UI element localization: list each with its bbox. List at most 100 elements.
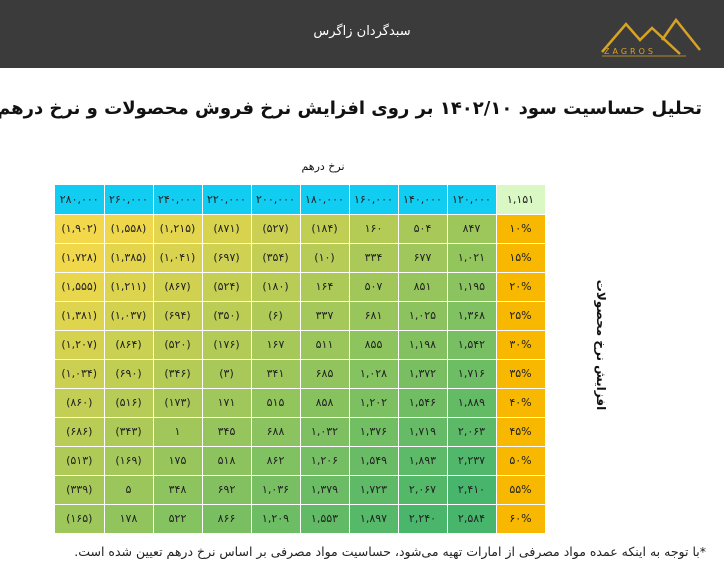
row-header: ۱۰% bbox=[496, 214, 546, 244]
value-cell: ۱,۸۹۷ bbox=[349, 504, 399, 534]
value-cell: (۱,۷۲۸) bbox=[55, 243, 105, 273]
value-cell: ۶۹۲ bbox=[202, 475, 252, 505]
value-cell: (۶) bbox=[251, 301, 301, 331]
value-cell: ۵۱۱ bbox=[300, 330, 350, 360]
value-cell: (۳۵۴) bbox=[251, 243, 301, 273]
value-cell: ۸۵۱ bbox=[398, 272, 448, 302]
row-header: ۵۰% bbox=[496, 446, 546, 476]
column-header: ۱۴۰,۰۰۰ bbox=[398, 185, 448, 215]
value-cell: (۳۵۰) bbox=[202, 301, 252, 331]
value-cell: ۲,۰۶۷ bbox=[398, 475, 448, 505]
value-cell: ۳۳۴ bbox=[349, 243, 399, 273]
value-cell: ۱,۰۲۵ bbox=[398, 301, 448, 331]
value-cell: (۱,۹۰۲) bbox=[55, 214, 105, 244]
value-cell: ۸۵۵ bbox=[349, 330, 399, 360]
row-header: ۳۰% bbox=[496, 330, 546, 360]
logo-wordmark: ZAGROS bbox=[604, 47, 656, 56]
value-cell: ۵۲۲ bbox=[153, 504, 203, 534]
column-header: ۲۲۰,۰۰۰ bbox=[202, 185, 252, 215]
value-cell: ۱۷۸ bbox=[104, 504, 154, 534]
value-cell: (۱,۵۵۸) bbox=[104, 214, 154, 244]
value-cell: (۱۸۰) bbox=[251, 272, 301, 302]
value-cell: ۳۴۱ bbox=[251, 359, 301, 389]
value-cell: (۱,۲۰۷) bbox=[55, 330, 105, 360]
value-cell: (۳۳۹) bbox=[55, 475, 105, 505]
value-cell: ۵۱۵ bbox=[251, 388, 301, 418]
value-cell: (۶۹۴) bbox=[153, 301, 203, 331]
value-cell: ۲,۴۱۰ bbox=[447, 475, 497, 505]
value-cell: ۳۳۷ bbox=[300, 301, 350, 331]
column-axis-label: نرخ درهم bbox=[301, 160, 345, 173]
value-cell: ۱,۵۴۲ bbox=[447, 330, 497, 360]
table-row: (۳۳۹) ۵ ۳۴۸ ۶۹۲ ۱,۰۳۶ ۱,۳۷۹ ۱,۷۲۳ ۲,۰۶۷ ۲,۴۱۰ ۵۵% bbox=[55, 475, 546, 505]
value-cell: ۶۷۷ bbox=[398, 243, 448, 273]
value-cell: ۱۶۷ bbox=[251, 330, 301, 360]
value-cell: ۱ bbox=[153, 417, 203, 447]
value-cell: ۳۴۵ bbox=[202, 417, 252, 447]
value-cell: ۶۸۱ bbox=[349, 301, 399, 331]
value-cell: ۵ bbox=[104, 475, 154, 505]
value-cell: ۱,۰۲۱ bbox=[447, 243, 497, 273]
value-cell: (۳) bbox=[202, 359, 252, 389]
row-header: ۵۵% bbox=[496, 475, 546, 505]
value-cell: ۲,۰۶۳ bbox=[447, 417, 497, 447]
value-cell: (۸۶۴) bbox=[104, 330, 154, 360]
value-cell: (۱,۰۳۷) bbox=[104, 301, 154, 331]
row-header: ۱۵% bbox=[496, 243, 546, 273]
value-cell: (۱,۲۱۱) bbox=[104, 272, 154, 302]
column-header: ۲۴۰,۰۰۰ bbox=[153, 185, 203, 215]
table-row: (۱,۰۳۴) (۶۹۰) (۳۴۶) (۳) ۳۴۱ ۶۸۵ ۱,۰۲۸ ۱,۳۷۲ ۱,۷۱… bbox=[55, 359, 546, 389]
column-header: ۱۶۰,۰۰۰ bbox=[349, 185, 399, 215]
row-axis-label: افزایش نرخ محصولات bbox=[594, 279, 608, 411]
table-row: (۸۶۰) (۵۱۶) (۱۷۳) ۱۷۱ ۵۱۵ ۸۵۸ ۱,۲۰۲ ۱,۵۴۶ ۱,۸۸۹ ۴… bbox=[55, 388, 546, 418]
value-cell: (۵۱۶) bbox=[104, 388, 154, 418]
value-cell: (۳۴۳) bbox=[104, 417, 154, 447]
base-value-cell: ۱,۱۵۱ bbox=[496, 185, 546, 215]
table-row: (۱,۹۰۲) (۱,۵۵۸) (۱,۲۱۵) (۸۷۱) (۵۲۷) (۱۸۴) ۱۶۰ ۵… bbox=[55, 214, 546, 244]
value-cell: (۱,۳۸۵) bbox=[104, 243, 154, 273]
value-cell: ۸۶۶ bbox=[202, 504, 252, 534]
table-row: (۱,۷۲۸) (۱,۳۸۵) (۱,۰۴۱) (۶۹۷) (۳۵۴) (۱۰) ۳۳۴ ۶۷… bbox=[55, 243, 546, 273]
value-cell: ۸۴۷ bbox=[447, 214, 497, 244]
table-row: (۱۶۵) ۱۷۸ ۵۲۲ ۸۶۶ ۱,۲۰۹ ۱,۵۵۳ ۱,۸۹۷ ۲,۲۴۰ ۲,۵۸۴ ۶… bbox=[55, 504, 546, 534]
value-cell: (۱,۳۸۱) bbox=[55, 301, 105, 331]
value-cell: ۱,۰۳۲ bbox=[300, 417, 350, 447]
row-axis-label-wrap: افزایش نرخ محصولات bbox=[586, 260, 616, 430]
column-header: ۲۶۰,۰۰۰ bbox=[104, 185, 154, 215]
header-row: ۲۸۰,۰۰۰ ۲۶۰,۰۰۰ ۲۴۰,۰۰۰ ۲۲۰,۰۰۰ ۲۰۰,۰۰۰ ۱۸۰,۰… bbox=[55, 185, 546, 215]
value-cell: (۸۷۱) bbox=[202, 214, 252, 244]
top-bar: سبدگردان زاگرس ZAGROS bbox=[0, 0, 724, 68]
value-cell: (۳۴۶) bbox=[153, 359, 203, 389]
column-header: ۲۰۰,۰۰۰ bbox=[251, 185, 301, 215]
value-cell: (۵۱۳) bbox=[55, 446, 105, 476]
value-cell: ۱۷۱ bbox=[202, 388, 252, 418]
value-cell: ۵۰۴ bbox=[398, 214, 448, 244]
value-cell: (۱۷۶) bbox=[202, 330, 252, 360]
row-header: ۳۵% bbox=[496, 359, 546, 389]
value-cell: ۱,۷۱۶ bbox=[447, 359, 497, 389]
value-cell: ۳۴۸ bbox=[153, 475, 203, 505]
value-cell: (۶۹۷) bbox=[202, 243, 252, 273]
table-row: (۶۸۶) (۳۴۳) ۱ ۳۴۵ ۶۸۸ ۱,۰۳۲ ۱,۳۷۶ ۱,۷۱۹ ۲,۰۶۳ ۴۵% bbox=[55, 417, 546, 447]
value-cell: ۱۶۰ bbox=[349, 214, 399, 244]
value-cell: ۸۵۸ bbox=[300, 388, 350, 418]
row-header: ۶۰% bbox=[496, 504, 546, 534]
row-header: ۲۰% bbox=[496, 272, 546, 302]
footnote: *با توجه به اینکه عمده مواد مصرفی از اما… bbox=[74, 544, 706, 559]
value-cell: (۵۲۷) bbox=[251, 214, 301, 244]
value-cell: (۱,۲۱۵) bbox=[153, 214, 203, 244]
value-cell: ۵۱۸ bbox=[202, 446, 252, 476]
value-cell: (۵۲۰) bbox=[153, 330, 203, 360]
value-cell: (۱۶۵) bbox=[55, 504, 105, 534]
zagros-logo-icon bbox=[601, 17, 701, 57]
value-cell: ۱,۳۷۲ bbox=[398, 359, 448, 389]
row-header: ۴۰% bbox=[496, 388, 546, 418]
value-cell: ۲,۵۸۴ bbox=[447, 504, 497, 534]
brand-title: سبدگردان زاگرس bbox=[313, 24, 411, 39]
table-row: (۵۱۳) (۱۶۹) ۱۷۵ ۵۱۸ ۸۶۲ ۱,۲۰۶ ۱,۵۴۹ ۱,۸۹۳ ۲,۲۳۷ ۵… bbox=[55, 446, 546, 476]
value-cell: (۸۶۰) bbox=[55, 388, 105, 418]
column-header: ۲۸۰,۰۰۰ bbox=[55, 185, 105, 215]
value-cell: ۱,۳۷۶ bbox=[349, 417, 399, 447]
value-cell: ۱,۲۰۲ bbox=[349, 388, 399, 418]
value-cell: (۱,۰۳۴) bbox=[55, 359, 105, 389]
